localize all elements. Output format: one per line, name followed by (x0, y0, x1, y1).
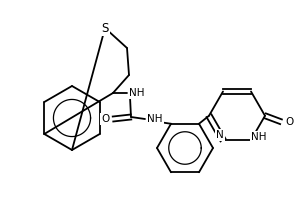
Text: O: O (101, 114, 109, 124)
Text: NH: NH (147, 114, 163, 124)
Text: N: N (216, 130, 224, 140)
Text: O: O (285, 117, 293, 127)
Text: S: S (101, 21, 109, 34)
Text: NH: NH (129, 88, 145, 98)
Text: NH: NH (251, 132, 267, 142)
